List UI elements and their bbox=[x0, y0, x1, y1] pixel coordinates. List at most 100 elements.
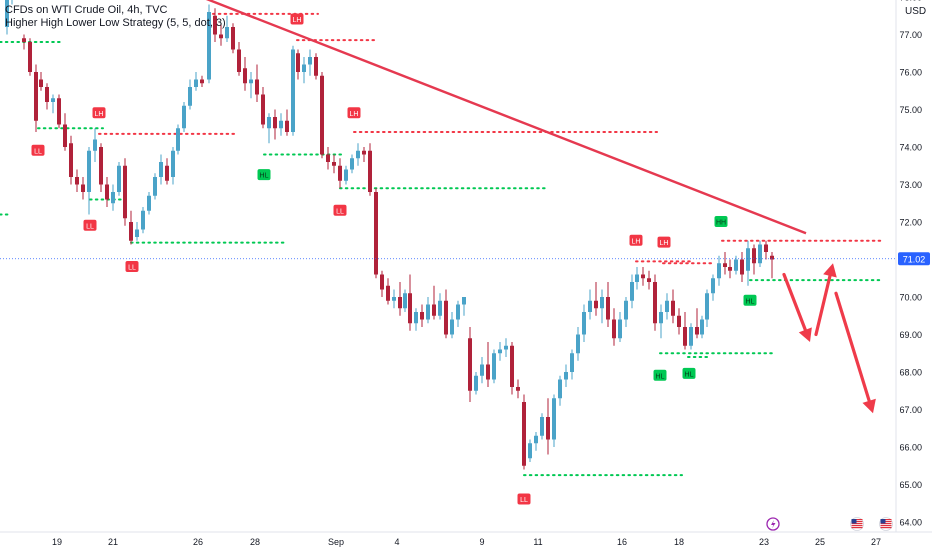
candles bbox=[5, 0, 774, 470]
time-tick-label: 21 bbox=[108, 537, 118, 547]
candle-body bbox=[171, 150, 175, 177]
flag-stripe bbox=[851, 525, 863, 527]
time-tick-label: 4 bbox=[394, 537, 399, 547]
flag-stripe bbox=[880, 525, 892, 527]
candle-body bbox=[600, 297, 604, 309]
candle-body bbox=[486, 364, 490, 380]
forecast-arrow-head bbox=[798, 327, 812, 342]
candle-body bbox=[564, 372, 568, 380]
candle-body bbox=[728, 267, 732, 271]
candle-body bbox=[386, 285, 390, 301]
chart-legend: CFDs on WTI Crude Oil, 4h, TVC Higher Hi… bbox=[5, 4, 226, 30]
swing-label-box bbox=[347, 107, 361, 119]
candle-body bbox=[438, 300, 442, 316]
candle-body bbox=[653, 282, 657, 324]
candle-body bbox=[302, 64, 306, 72]
candle-body bbox=[261, 94, 265, 125]
candle-body bbox=[374, 192, 378, 275]
candle-body bbox=[194, 79, 198, 87]
candle-body bbox=[28, 42, 32, 72]
candle-body bbox=[51, 98, 55, 102]
forecast-arrow-shaft bbox=[782, 272, 807, 332]
swing-label-text: LL bbox=[520, 497, 528, 504]
candle-body bbox=[135, 229, 139, 237]
candle-body bbox=[456, 304, 460, 320]
candle-body bbox=[647, 278, 651, 282]
candle-body bbox=[432, 304, 436, 316]
candle-body bbox=[746, 248, 750, 271]
flag-canton bbox=[851, 519, 857, 524]
time-tick-label: 9 bbox=[479, 537, 484, 547]
flag-stripe bbox=[851, 519, 863, 521]
candle-body bbox=[99, 147, 103, 185]
candle-body bbox=[326, 154, 330, 162]
candle-body bbox=[558, 379, 562, 399]
candle-body bbox=[474, 375, 478, 391]
candle-body bbox=[141, 210, 145, 230]
candle-body bbox=[522, 402, 526, 466]
swing-label-box bbox=[743, 294, 757, 306]
candle-body bbox=[492, 353, 496, 380]
symbol-title[interactable]: CFDs on WTI Crude Oil, 4h, TVC bbox=[5, 4, 168, 16]
candle-body bbox=[510, 345, 514, 387]
candle-body bbox=[255, 79, 259, 95]
candle-body bbox=[320, 75, 324, 155]
candle-body bbox=[398, 297, 402, 309]
candle-body bbox=[444, 300, 448, 335]
last-price-tag bbox=[898, 252, 930, 266]
candle-body bbox=[468, 338, 472, 391]
candle-body bbox=[338, 165, 342, 181]
swing-label-text: LL bbox=[34, 148, 42, 155]
candle-body bbox=[219, 34, 223, 39]
candle-body bbox=[22, 38, 26, 42]
candle-body bbox=[93, 139, 97, 151]
candle-body bbox=[717, 263, 721, 279]
candle-body bbox=[69, 143, 73, 177]
swing-label-text: LH bbox=[660, 240, 669, 247]
swing-label-text: HH bbox=[716, 220, 726, 227]
candle-body bbox=[498, 349, 502, 354]
candle-body bbox=[635, 274, 639, 282]
currency-label[interactable]: USD bbox=[905, 6, 927, 17]
candle-body bbox=[606, 297, 610, 320]
candle-body bbox=[273, 117, 277, 129]
candle-body bbox=[414, 312, 418, 324]
swing-label-box bbox=[629, 234, 643, 246]
candle-body bbox=[695, 327, 699, 335]
flag-stripe bbox=[851, 523, 863, 525]
forecast-arrows bbox=[782, 263, 876, 414]
forecast-arrow-shaft bbox=[814, 274, 832, 337]
candle-body bbox=[689, 327, 693, 346]
candle-body bbox=[356, 150, 360, 159]
last-price-value: 71.02 bbox=[903, 254, 926, 264]
swing-label-box bbox=[333, 204, 347, 216]
swing-label-box bbox=[125, 261, 139, 272]
candle-body bbox=[159, 162, 163, 177]
candle-body bbox=[677, 315, 681, 327]
candle-body bbox=[291, 49, 295, 132]
time-tick-label: 28 bbox=[250, 537, 260, 547]
candle-body bbox=[165, 165, 169, 181]
candle-body bbox=[188, 87, 192, 106]
candle-body bbox=[671, 300, 675, 316]
indicator-title[interactable]: Higher High Lower Low Strategy (5, 5, do… bbox=[5, 17, 226, 29]
candle-body bbox=[665, 300, 669, 312]
candle-body bbox=[314, 57, 318, 76]
candle-body bbox=[350, 158, 354, 170]
time-tick-label: 19 bbox=[52, 537, 62, 547]
price-tick-label: 78.00 bbox=[899, 0, 922, 3]
swing-label-box bbox=[83, 219, 97, 231]
time-tick-label: 23 bbox=[759, 537, 769, 547]
candle-body bbox=[683, 327, 687, 346]
swing-label-box bbox=[31, 144, 45, 156]
candle-body bbox=[200, 79, 204, 84]
candle-body bbox=[225, 27, 229, 39]
candle-body bbox=[176, 128, 180, 151]
time-tick-label: Sep bbox=[328, 537, 344, 547]
candle-body bbox=[285, 120, 289, 132]
swing-label-box bbox=[714, 216, 728, 227]
price-tick-label: 73.00 bbox=[899, 180, 922, 190]
swing-label-text: LH bbox=[293, 17, 302, 24]
candle-body bbox=[75, 177, 79, 185]
